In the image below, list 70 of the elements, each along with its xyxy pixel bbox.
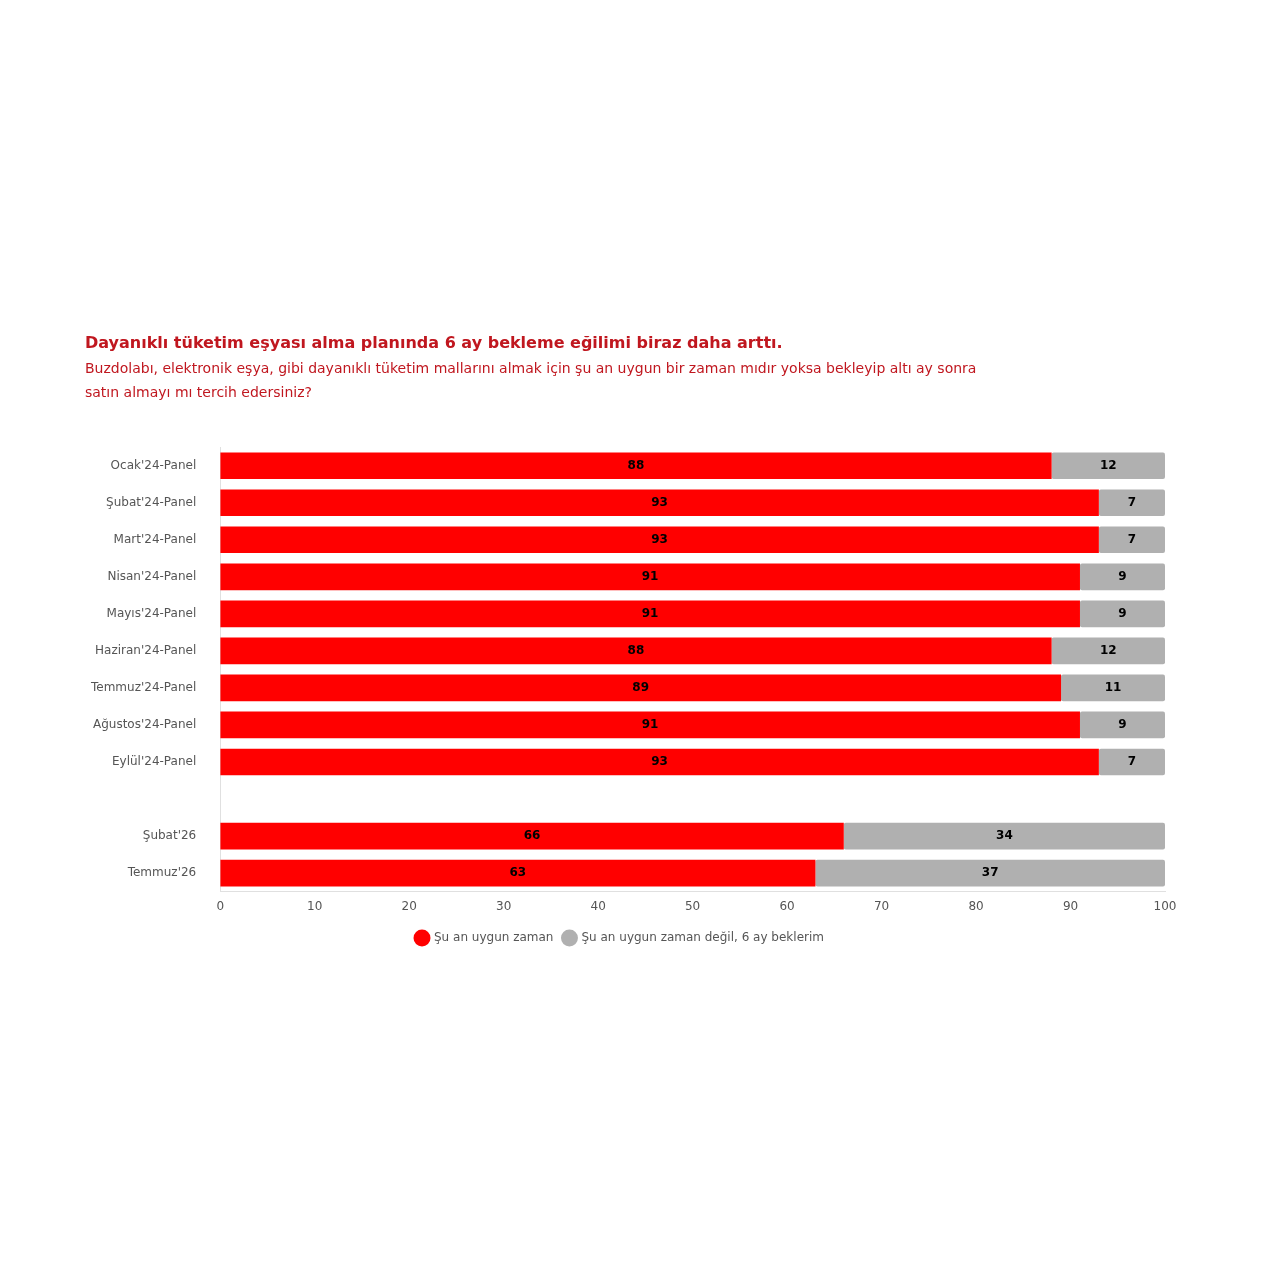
chart-title: Dayanıklı tüketim eşyası alma planında 6 ay bekleme eğilimi biraz daha arttı. xyxy=(85,333,784,352)
bar xyxy=(220,859,816,887)
bar xyxy=(220,600,1080,628)
x-tick-label: 0 xyxy=(216,898,225,913)
bar xyxy=(1098,748,1165,776)
data-label: 91 xyxy=(641,717,659,732)
data-label: 12 xyxy=(1099,643,1117,658)
x-tick-label: 60 xyxy=(779,898,795,913)
y-tick-label: Eylül'24-Panel xyxy=(111,754,197,769)
data-label: 37 xyxy=(981,865,999,880)
y-tick-label: Temmuz'26 xyxy=(126,865,197,880)
x-tick-label: 70 xyxy=(873,898,890,913)
x-tick-label: 10 xyxy=(307,898,323,913)
y-tick-label: Mayıs'24-Panel xyxy=(106,605,197,620)
data-label: 7 xyxy=(1127,494,1137,509)
data-label: 63 xyxy=(509,865,527,880)
y-tick-label: Temmuz'24-Panel xyxy=(89,680,197,695)
bar xyxy=(1079,563,1165,591)
x-tick-label: 30 xyxy=(496,898,512,913)
bar xyxy=(220,452,1052,480)
x-tick-label: 50 xyxy=(684,898,701,913)
bar xyxy=(815,859,1165,887)
y-tick-label: Şubat'26 xyxy=(142,828,197,843)
data-label: 93 xyxy=(651,754,668,769)
bar xyxy=(220,674,1062,702)
data-label: 34 xyxy=(996,828,1013,843)
data-label: 66 xyxy=(523,828,541,843)
y-tick-label: Şubat'24-Panel xyxy=(106,494,197,509)
y-tick-label: Mart'24-Panel xyxy=(113,531,197,546)
bar xyxy=(1079,711,1165,739)
bar xyxy=(1098,489,1165,517)
bar xyxy=(1098,526,1165,554)
data-label: 93 xyxy=(651,494,668,509)
legend-label: Şu an uygun zaman xyxy=(434,930,554,945)
data-label: 93 xyxy=(651,531,668,546)
data-label: 11 xyxy=(1104,680,1122,695)
x-tick-label: 20 xyxy=(401,898,417,913)
bar xyxy=(220,711,1080,739)
y-tick-label: Ağustos'24-Panel xyxy=(92,717,197,732)
x-tick-label: 40 xyxy=(590,898,606,913)
data-label: 91 xyxy=(641,568,659,583)
bar xyxy=(220,526,1099,554)
bar xyxy=(1051,452,1165,480)
legend-label: Şu an uygun zaman değil, 6 ay beklerim xyxy=(581,930,824,945)
data-label: 7 xyxy=(1127,531,1137,546)
bar xyxy=(843,822,1165,850)
bar xyxy=(220,563,1080,591)
bar xyxy=(220,637,1052,665)
x-tick-label: 90 xyxy=(1062,898,1079,913)
y-tick-label: Ocak'24-Panel xyxy=(110,457,197,472)
bar xyxy=(1051,637,1165,665)
data-label: 12 xyxy=(1099,457,1117,472)
x-tick-label: 100 xyxy=(1153,898,1177,913)
data-label: 7 xyxy=(1127,754,1137,769)
y-tick-label: Haziran'24-Panel xyxy=(95,643,197,658)
data-label: 9 xyxy=(1118,717,1127,732)
bar xyxy=(220,822,844,850)
data-label: 88 xyxy=(627,457,645,472)
bar xyxy=(220,489,1099,517)
data-label: 9 xyxy=(1118,568,1127,583)
x-tick-label: 80 xyxy=(968,898,984,913)
data-label: 89 xyxy=(632,680,649,695)
data-label: 91 xyxy=(641,605,659,620)
chart-subtitle: Buzdolabı, elektronik eşya, gibi dayanıklı tüketim mallarını almak için şu an uygun bir zaman mıdır yoksa bekleyip altı ay sonra satın almayı mı tercih edersiniz? xyxy=(85,359,978,402)
data-label: 9 xyxy=(1118,605,1127,620)
data-label: 88 xyxy=(627,643,645,658)
bar xyxy=(1079,600,1165,628)
bar xyxy=(1061,674,1165,702)
bar xyxy=(220,748,1099,776)
y-tick-label: Nisan'24-Panel xyxy=(107,568,197,583)
